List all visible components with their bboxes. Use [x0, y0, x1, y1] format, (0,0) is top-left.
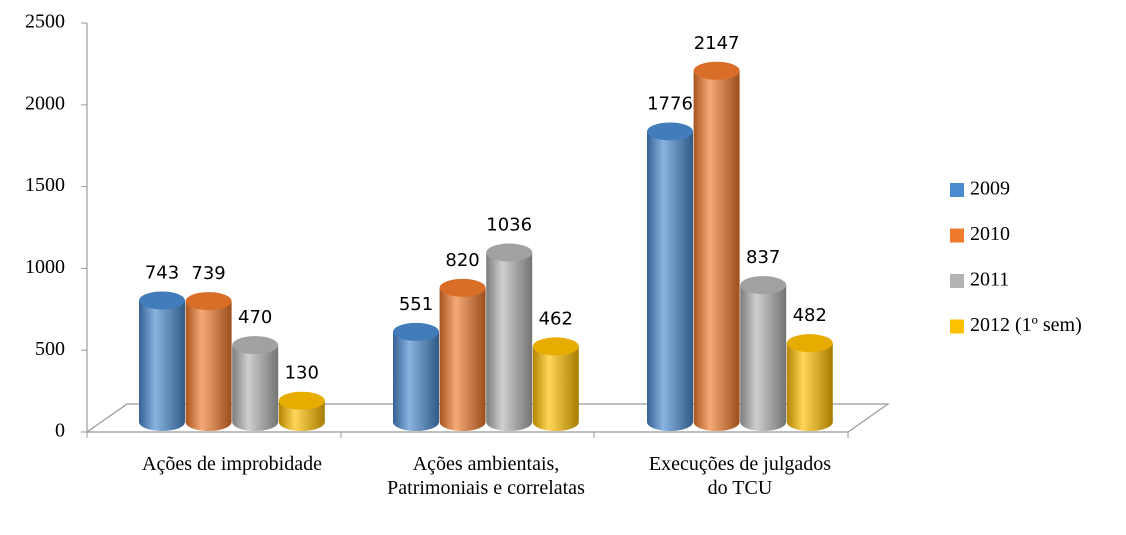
bar: [786, 334, 833, 431]
data-label: 1776: [647, 93, 693, 114]
data-label: 743: [145, 262, 179, 283]
bar: [486, 243, 533, 431]
bar: [693, 61, 740, 432]
y-tick-label: 1500: [25, 174, 65, 196]
legend-swatch: [950, 319, 964, 334]
legend-label: 2010: [970, 223, 1010, 245]
bar: [647, 122, 693, 431]
legend-label: 2011: [970, 269, 1009, 291]
data-label: 837: [746, 247, 780, 268]
bar: [139, 291, 185, 431]
data-label: 130: [285, 363, 319, 384]
x-tick-label: Ações de improbidade: [142, 453, 322, 475]
data-label: 2147: [694, 33, 740, 54]
y-tick-label: 2000: [25, 92, 65, 114]
bar: [740, 276, 787, 431]
y-tick-label: 500: [35, 338, 65, 360]
bar: [185, 292, 232, 431]
data-label: 551: [399, 294, 433, 315]
bar: [532, 337, 579, 431]
legend-swatch: [950, 228, 964, 243]
y-tick-label: 0: [55, 420, 65, 442]
data-label: 462: [539, 308, 573, 329]
legend-label: 2012 (1º sem): [970, 314, 1082, 336]
bar: [393, 322, 439, 431]
data-label: 739: [191, 263, 225, 284]
legend-swatch: [950, 274, 964, 288]
y-tick-label: 1000: [25, 256, 65, 278]
y-tick-label: 2500: [25, 11, 65, 33]
legend-swatch: [950, 183, 964, 197]
bar: [278, 391, 325, 431]
x-tick-label: Ações ambientais, Patrimoniais e correla…: [387, 453, 585, 499]
bar: [232, 336, 279, 431]
data-label: 820: [445, 250, 479, 271]
bar: [439, 278, 486, 431]
legend-label: 2009: [970, 178, 1010, 200]
data-label: 470: [238, 307, 272, 328]
data-label: 1036: [486, 215, 532, 236]
data-label: 482: [793, 305, 827, 326]
x-tick-label: Execuções de julgados do TCU: [648, 453, 832, 499]
